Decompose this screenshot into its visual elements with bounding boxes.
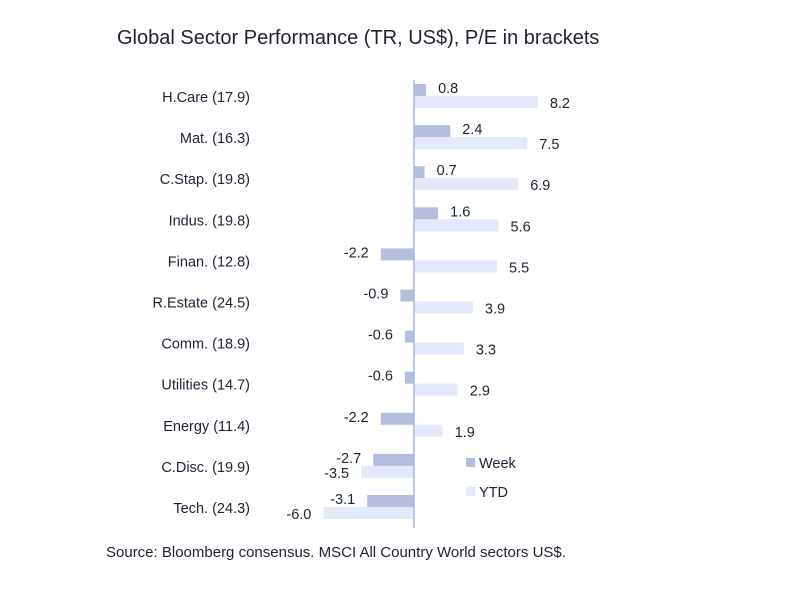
- legend: Week YTD: [466, 456, 517, 501]
- category-label-energy: Energy (11.4): [163, 419, 250, 435]
- bar-ytd-h-care: [414, 96, 538, 108]
- bar-week-utilities: [404, 371, 414, 384]
- category-label-tech: Tech. (24.3): [173, 501, 250, 517]
- legend-label-week: Week: [479, 456, 517, 472]
- chart-title: Global Sector Performance (TR, US$), P/E…: [117, 27, 600, 49]
- bar-ytd-comm: [414, 342, 464, 355]
- bar-week-tech: [367, 495, 414, 507]
- value-label-week-indus: 1.6: [450, 204, 470, 220]
- category-label-comm: Comm. (18.9): [161, 337, 250, 353]
- value-label-week-r-estate: -0.9: [363, 287, 388, 303]
- value-label-ytd-mat: 7.5: [539, 137, 559, 153]
- value-label-ytd-finan: 5.5: [509, 260, 529, 276]
- value-label-week-c-disc: -2.7: [336, 451, 361, 467]
- bar-week-mat: [414, 125, 451, 138]
- category-label-finan: Finan. (12.8): [168, 254, 250, 270]
- bar-ytd-finan: [414, 260, 498, 273]
- value-label-ytd-c-stap: 6.9: [530, 178, 550, 194]
- value-label-week-energy: -2.2: [344, 410, 369, 426]
- value-label-week-mat: 2.4: [462, 122, 482, 138]
- bar-ytd-indus: [414, 219, 499, 232]
- value-label-ytd-utilities: 2.9: [470, 384, 490, 400]
- value-label-week-tech: -3.1: [330, 492, 355, 508]
- bar-ytd-c-disc: [361, 465, 414, 478]
- value-label-week-comm: -0.6: [368, 328, 393, 344]
- value-label-ytd-c-disc: -3.5: [324, 466, 349, 482]
- value-label-ytd-tech: -6.0: [286, 507, 311, 523]
- category-label-c-stap: C.Stap. (19.8): [160, 172, 250, 188]
- category-label-c-disc: C.Disc. (19.9): [161, 460, 250, 476]
- category-label-utilities: Utilities (14.7): [161, 378, 250, 394]
- legend-label-ytd: YTD: [479, 485, 508, 501]
- bar-ytd-utilities: [414, 383, 458, 396]
- value-label-ytd-h-care: 8.2: [550, 96, 570, 112]
- labels-layer: H.Care (17.9) 0.8 8.2 Mat. (16.3) 2.4 7.5 C.St…: [152, 81, 570, 523]
- value-label-week-c-stap: 0.7: [437, 163, 457, 179]
- bar-week-r-estate: [400, 289, 414, 302]
- bar-week-finan: [380, 248, 414, 261]
- legend-swatch-week: [466, 458, 475, 467]
- bar-week-c-stap: [414, 166, 425, 179]
- value-label-ytd-energy: 1.9: [455, 425, 475, 441]
- bar-week-comm: [404, 330, 414, 343]
- legend-swatch-ytd: [466, 487, 475, 496]
- value-label-ytd-comm: 3.3: [476, 343, 496, 359]
- category-label-h-care: H.Care (17.9): [162, 90, 250, 106]
- bar-ytd-mat: [414, 137, 528, 150]
- bar-week-h-care: [414, 84, 427, 96]
- bar-ytd-tech: [323, 507, 414, 519]
- bar-ytd-r-estate: [414, 301, 473, 314]
- category-label-mat: Mat. (16.3): [180, 131, 250, 147]
- bar-ytd-c-stap: [414, 178, 519, 191]
- value-label-ytd-indus: 5.6: [511, 219, 531, 235]
- category-label-indus: Indus. (19.8): [169, 213, 250, 229]
- value-label-ytd-r-estate: 3.9: [485, 302, 505, 318]
- source-note: Source: Bloomberg consensus. MSCI All Co…: [106, 544, 566, 561]
- bar-week-c-disc: [373, 453, 414, 466]
- bar-ytd-energy: [414, 424, 443, 437]
- category-label-r-estate: R.Estate (24.5): [152, 296, 250, 312]
- value-label-week-finan: -2.2: [344, 245, 369, 261]
- value-label-week-h-care: 0.8: [438, 81, 458, 97]
- bar-week-energy: [380, 412, 414, 425]
- bar-week-indus: [414, 207, 439, 220]
- bars-layer: [323, 84, 538, 519]
- value-label-week-utilities: -0.6: [368, 369, 393, 385]
